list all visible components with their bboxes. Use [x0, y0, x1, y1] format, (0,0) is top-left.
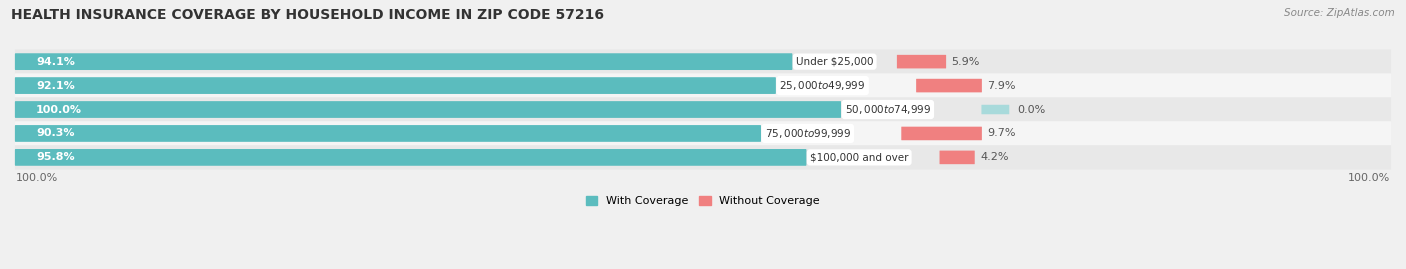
Text: $50,000 to $74,999: $50,000 to $74,999 — [845, 103, 931, 116]
Text: 95.8%: 95.8% — [37, 153, 75, 162]
FancyBboxPatch shape — [15, 149, 807, 166]
Text: Source: ZipAtlas.com: Source: ZipAtlas.com — [1284, 8, 1395, 18]
Text: 0.0%: 0.0% — [1018, 105, 1046, 115]
Text: $25,000 to $49,999: $25,000 to $49,999 — [779, 79, 866, 92]
Text: 90.3%: 90.3% — [37, 129, 75, 139]
FancyBboxPatch shape — [15, 125, 761, 142]
FancyBboxPatch shape — [15, 73, 1391, 98]
Text: 9.7%: 9.7% — [987, 129, 1015, 139]
Text: Under $25,000: Under $25,000 — [796, 57, 873, 67]
FancyBboxPatch shape — [15, 101, 841, 118]
FancyBboxPatch shape — [901, 127, 981, 140]
Text: 94.1%: 94.1% — [37, 57, 75, 67]
Text: $100,000 and over: $100,000 and over — [810, 153, 908, 162]
FancyBboxPatch shape — [15, 49, 1391, 74]
Text: $75,000 to $99,999: $75,000 to $99,999 — [765, 127, 851, 140]
Text: 92.1%: 92.1% — [37, 81, 75, 91]
FancyBboxPatch shape — [981, 105, 1010, 114]
FancyBboxPatch shape — [15, 53, 793, 70]
FancyBboxPatch shape — [15, 121, 1391, 146]
Text: 100.0%: 100.0% — [1348, 173, 1391, 183]
Legend: With Coverage, Without Coverage: With Coverage, Without Coverage — [586, 196, 820, 206]
FancyBboxPatch shape — [917, 79, 981, 92]
Text: 7.9%: 7.9% — [987, 81, 1015, 91]
Text: 4.2%: 4.2% — [980, 153, 1008, 162]
FancyBboxPatch shape — [15, 77, 776, 94]
FancyBboxPatch shape — [897, 55, 946, 68]
FancyBboxPatch shape — [15, 97, 1391, 122]
Text: HEALTH INSURANCE COVERAGE BY HOUSEHOLD INCOME IN ZIP CODE 57216: HEALTH INSURANCE COVERAGE BY HOUSEHOLD I… — [11, 8, 605, 22]
Text: 5.9%: 5.9% — [952, 57, 980, 67]
Text: 100.0%: 100.0% — [15, 173, 58, 183]
FancyBboxPatch shape — [15, 145, 1391, 169]
Text: 100.0%: 100.0% — [37, 105, 82, 115]
FancyBboxPatch shape — [939, 151, 974, 164]
